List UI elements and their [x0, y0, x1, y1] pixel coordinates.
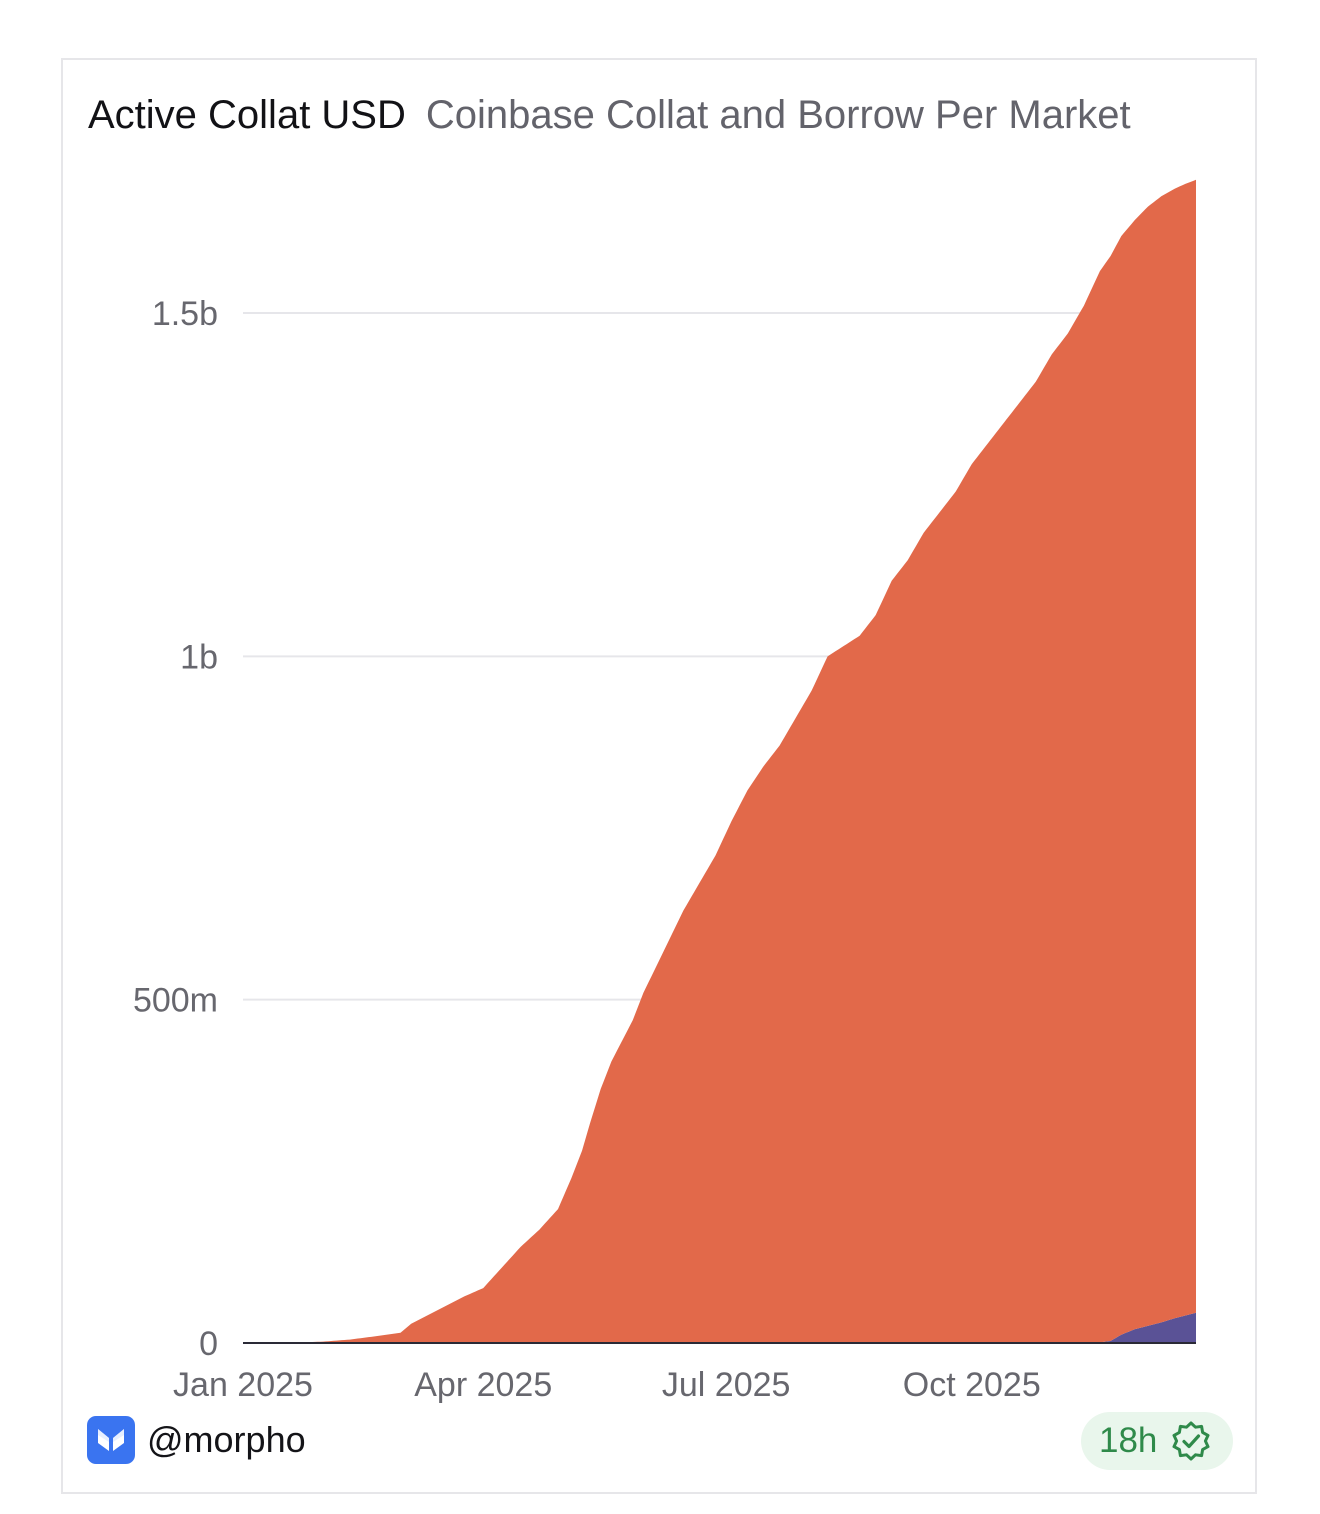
morpho-logo[interactable]: [87, 1416, 135, 1464]
x-tick-label-0: Jan 2025: [173, 1366, 313, 1404]
series-areas: [243, 179, 1196, 1343]
tick-labels: 0 500m 1b 1.5b Jan 2025 Apr 2025 Jul 2025 Oct 2…: [133, 295, 1041, 1404]
freshness-label: 18h: [1099, 1421, 1158, 1460]
y-tick-label-3: 1.5b: [152, 295, 218, 333]
x-tick-label-3: Oct 2025: [903, 1366, 1041, 1404]
x-tick-label-2: Jul 2025: [662, 1366, 791, 1404]
chart-header: Active Collat USD Coinbase Collat and Bor…: [88, 90, 1131, 140]
freshness-badge[interactable]: 18h: [1081, 1412, 1233, 1470]
y-tick-label-0: 0: [199, 1325, 218, 1363]
morpho-butterfly-icon: [98, 1429, 124, 1451]
dashboard-title[interactable]: Coinbase Collat and Borrow Per Market: [425, 93, 1131, 137]
series-area-0[interactable]: [243, 179, 1196, 1343]
x-tick-label-1: Apr 2025: [414, 1366, 552, 1404]
y-tick-label-1: 500m: [133, 982, 218, 1020]
creator-handle[interactable]: @morpho: [147, 1419, 306, 1460]
verified-check-badge-icon: [1172, 1421, 1210, 1461]
chart-title: Active Collat USD: [88, 93, 406, 137]
y-tick-label-2: 1b: [180, 638, 218, 676]
